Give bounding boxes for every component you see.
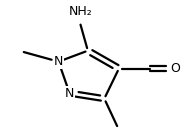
- Text: NH₂: NH₂: [69, 5, 92, 18]
- Text: N: N: [65, 87, 74, 100]
- Text: N: N: [54, 55, 63, 68]
- Text: O: O: [170, 62, 180, 75]
